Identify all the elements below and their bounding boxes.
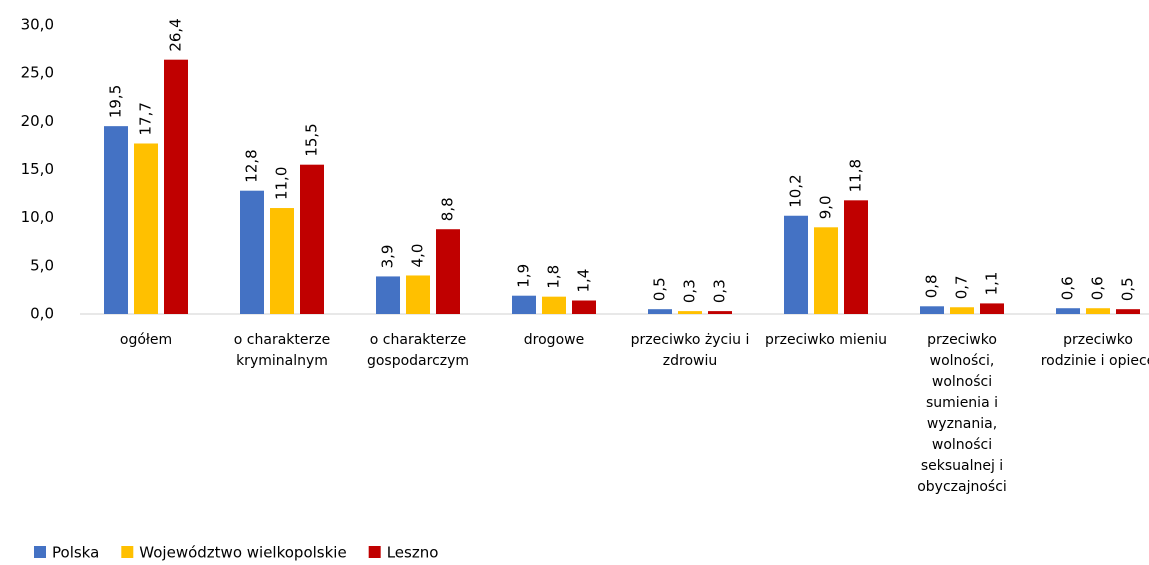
value-label: 0,6 (1089, 276, 1107, 300)
bar (436, 229, 460, 314)
bar (1116, 309, 1140, 314)
x-tick-label: ogółem (119, 332, 173, 348)
value-label: 1,8 (545, 265, 563, 289)
x-tick-label: o charakterze kryminalnym (233, 332, 331, 369)
y-tick-label: 5,0 (30, 256, 54, 274)
value-label: 17,7 (137, 102, 155, 135)
legend-label: Leszno (387, 544, 439, 562)
x-tick-label: o charakterze gospodarczym (366, 332, 470, 369)
value-label: 1,9 (515, 264, 533, 288)
value-label: 0,6 (1059, 276, 1077, 300)
bar (572, 300, 596, 314)
bar (134, 143, 158, 314)
bar (844, 200, 868, 314)
value-label: 12,8 (243, 149, 261, 182)
value-label: 0,5 (651, 277, 669, 301)
x-tick-label: przeciwko mieniu (764, 332, 888, 348)
bar (980, 303, 1004, 314)
bar (240, 190, 264, 314)
legend-swatch (368, 546, 381, 558)
bar (648, 309, 672, 314)
value-label: 0,5 (1119, 277, 1137, 301)
y-tick-label: 15,0 (21, 160, 54, 178)
x-tick-label: drogowe (523, 332, 585, 348)
x-tick-label: przeciwko rodzinie i opiece (1040, 332, 1149, 369)
bar (376, 276, 400, 314)
bar (814, 227, 838, 314)
value-label: 8,8 (439, 197, 457, 221)
value-label: 10,2 (787, 174, 805, 207)
legend-swatch (121, 546, 134, 558)
bar (784, 215, 808, 314)
bar (300, 164, 324, 314)
value-label: 19,5 (107, 85, 125, 118)
value-label: 15,5 (303, 123, 321, 156)
bar (270, 208, 294, 314)
bar (164, 59, 188, 315)
value-label: 3,9 (379, 245, 397, 269)
legend-label: Polska (52, 544, 99, 562)
x-tick-label: przeciwko wolności, wolności sumienia i … (917, 332, 1007, 495)
y-tick-label: 10,0 (21, 208, 54, 226)
bar (920, 306, 944, 314)
bar (406, 275, 430, 314)
value-label: 1,1 (983, 272, 1001, 296)
value-label: 11,0 (273, 167, 291, 200)
bar (950, 307, 974, 314)
value-label: 26,4 (167, 18, 185, 51)
bar (1056, 308, 1080, 314)
x-tick-label: przeciwko życiu i zdrowiu (630, 332, 750, 369)
bar (678, 311, 702, 314)
value-label: 0,3 (711, 279, 729, 303)
value-label: 0,7 (953, 275, 971, 299)
bar (104, 126, 128, 315)
legend-swatch (34, 546, 46, 558)
value-label: 0,8 (923, 274, 941, 298)
value-label: 11,8 (847, 159, 865, 192)
y-tick-label: 30,0 (21, 16, 54, 34)
bar (1086, 308, 1110, 314)
y-tick-label: 25,0 (21, 64, 54, 82)
value-label: 9,0 (817, 195, 835, 219)
value-label: 4,0 (409, 244, 427, 268)
legend-label: Województwo wielkopolskie (139, 544, 346, 562)
y-tick-label: 0,0 (30, 305, 54, 323)
bar (542, 296, 566, 314)
value-label: 1,4 (575, 269, 593, 293)
value-label: 0,3 (681, 279, 699, 303)
y-tick-label: 20,0 (21, 112, 54, 130)
bar (708, 311, 732, 314)
bar (512, 295, 536, 314)
